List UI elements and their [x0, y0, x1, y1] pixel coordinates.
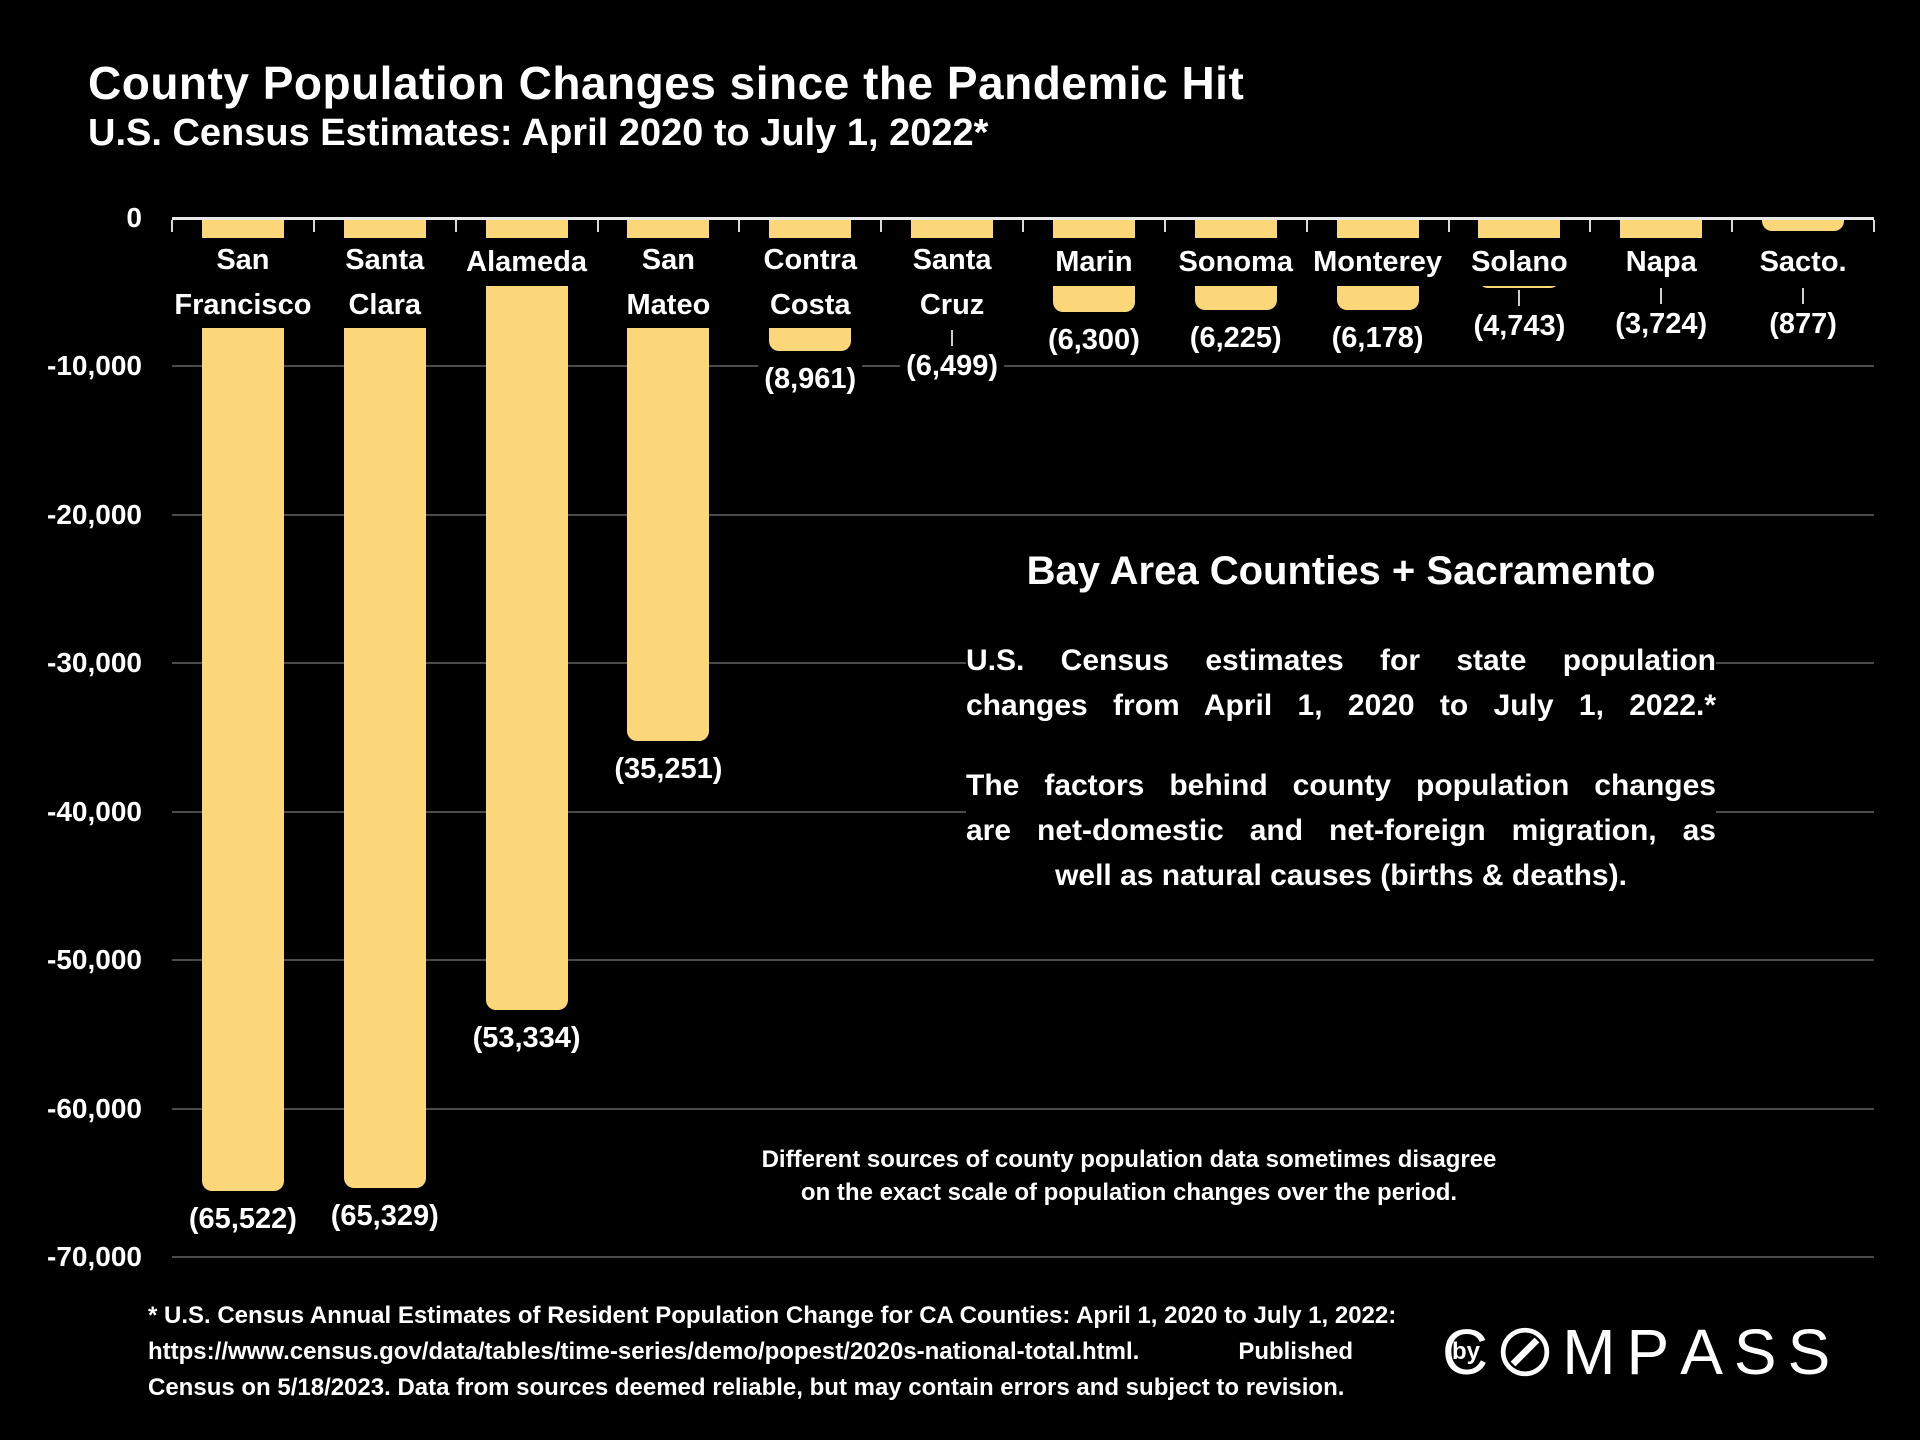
- y-axis-label: -40,000: [47, 795, 142, 827]
- bar-label: Sonoma: [1170, 238, 1301, 286]
- y-axis-label: 0: [126, 202, 142, 233]
- bar-value: (65,522): [182, 1200, 303, 1237]
- leader-line: [1518, 290, 1521, 307]
- axis-tick: [1589, 220, 1592, 232]
- chart-title: County Population Changes since the Pand…: [88, 57, 1245, 109]
- side-paragraph-line: well as natural causes (births & deaths)…: [1055, 859, 1627, 892]
- footnote-line: Census on 5/18/2023. Data from sources d…: [148, 1374, 1345, 1401]
- axis-tick: [1022, 220, 1024, 232]
- axis-tick: [171, 220, 173, 232]
- source-footnote: * U.S. Census Annual Estimates of Reside…: [148, 1298, 1480, 1406]
- y-axis-label: -10,000: [47, 350, 142, 382]
- bar-label: Santa Cruz: [904, 238, 1000, 328]
- bar-value: (6,499): [900, 348, 1005, 384]
- bar-value: (6,300): [1041, 321, 1146, 358]
- data-note: Different sources of county population d…: [714, 1143, 1544, 1209]
- leader-line: [951, 330, 954, 346]
- axis-tick: [1873, 220, 1875, 232]
- side-heading: Bay Area Counties + Sacramento: [966, 545, 1716, 598]
- leader-line: [1660, 288, 1663, 304]
- side-paragraph-line: are net-domestic and net-foreign migrati…: [966, 814, 1716, 847]
- gridline: [172, 1256, 1874, 1258]
- leader-line: [1802, 288, 1805, 304]
- gridline: [172, 513, 1874, 516]
- bar-value: (8,961): [758, 361, 863, 397]
- axis-tick: [1305, 220, 1308, 232]
- compass-letter: S: [1733, 1316, 1777, 1388]
- bar-label: Alameda: [458, 238, 596, 286]
- axis-tick: [1163, 220, 1166, 232]
- side-paragraph-factors: The factors behind county population cha…: [966, 759, 1716, 902]
- gridline: [172, 365, 1874, 368]
- axis-tick: [454, 220, 457, 232]
- axis-tick: [880, 220, 883, 232]
- axis-tick: [312, 220, 315, 232]
- gridline: [172, 959, 1874, 962]
- bar-santa-clara: [343, 220, 426, 1188]
- bar-value: (6,225): [1183, 320, 1288, 357]
- side-paragraph-line: The factors behind county population cha…: [966, 769, 1716, 802]
- compass-letter: M: [1562, 1316, 1616, 1388]
- y-axis-label: -50,000: [47, 944, 142, 976]
- y-axis-label: -20,000: [47, 498, 142, 530]
- bar-sacto-: [1762, 220, 1845, 232]
- bar-label: Napa: [1617, 238, 1705, 286]
- bar-label: San Mateo: [618, 238, 719, 328]
- axis-tick: [738, 220, 741, 232]
- bar-label: Solano: [1463, 238, 1576, 286]
- bar-value: (35,251): [608, 751, 729, 788]
- compass-letter: C: [1442, 1316, 1489, 1388]
- compass-o-needle-icon: [1501, 1327, 1550, 1377]
- x-axis-line: [172, 217, 1874, 220]
- bar-san-francisco: [201, 220, 284, 1191]
- chart-subtitle: U.S. Census Estimates: April 2020 to Jul…: [88, 112, 989, 154]
- axis-tick: [596, 220, 599, 232]
- bar-value: (4,743): [1467, 308, 1572, 345]
- bar-alameda: [485, 220, 568, 1010]
- bar-value: (65,329): [324, 1197, 445, 1234]
- bar-value: (877): [1763, 306, 1843, 342]
- compass-letter: S: [1787, 1316, 1831, 1388]
- bar-label: Sacto.: [1751, 238, 1855, 286]
- side-paragraph-line: changes from April 1, 2020 to July 1, 20…: [966, 689, 1716, 722]
- footnote-line: https://www.census.gov/data/tables/time-…: [148, 1338, 1480, 1365]
- axis-tick: [1731, 220, 1734, 232]
- bar-label: Santa Clara: [337, 238, 433, 328]
- data-note-line: on the exact scale of population changes…: [800, 1179, 1458, 1206]
- bar-value: (53,334): [466, 1019, 587, 1056]
- y-axis-label: -60,000: [47, 1092, 142, 1124]
- bar-label: Monterey: [1305, 238, 1451, 286]
- side-paragraph-line: U.S. Census estimates for state populati…: [966, 644, 1716, 677]
- y-axis-label: -30,000: [47, 647, 142, 679]
- bar-label: Marin: [1047, 238, 1141, 286]
- footnote-line: * U.S. Census Annual Estimates of Reside…: [148, 1302, 1397, 1329]
- bar-label: Contra Costa: [755, 238, 865, 328]
- data-note-line: Different sources of county population d…: [761, 1146, 1497, 1173]
- gridline: [172, 1107, 1874, 1110]
- y-axis-label: -70,000: [47, 1241, 142, 1272]
- bar-value: (6,178): [1325, 319, 1430, 356]
- side-paragraph-census: U.S. Census estimates for state populati…: [966, 634, 1716, 732]
- compass-letter: A: [1680, 1316, 1723, 1388]
- axis-tick: [1447, 220, 1450, 232]
- bar-label: San Francisco: [166, 238, 320, 328]
- bar-value: (3,724): [1609, 306, 1714, 342]
- compass-letter: P: [1626, 1316, 1670, 1388]
